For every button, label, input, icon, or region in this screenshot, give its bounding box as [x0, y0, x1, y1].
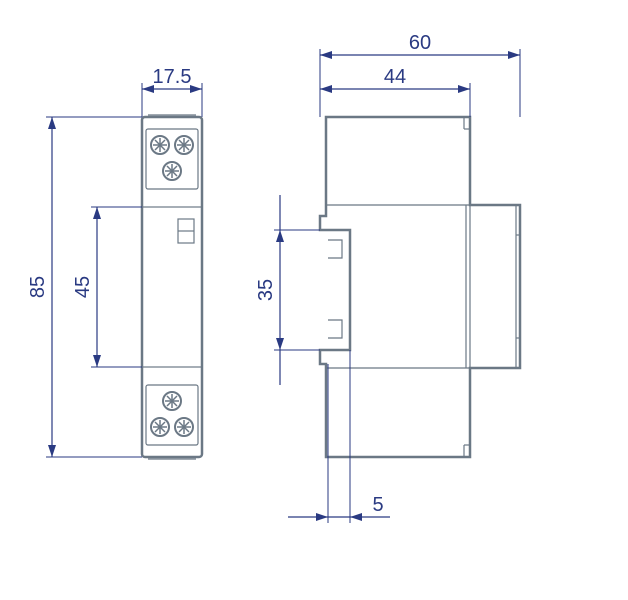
dim-label: 60	[409, 32, 431, 54]
dim-label: 44	[384, 66, 406, 88]
front-view	[142, 115, 202, 459]
technical-drawing: 17.5 85 45 6044 35 5	[0, 0, 628, 600]
dim-label: 85	[27, 276, 49, 298]
dim-label: 35	[255, 279, 277, 301]
dim-label: 5	[372, 494, 383, 516]
dim-label: 17.5	[153, 66, 192, 88]
dim-label: 45	[72, 276, 94, 298]
dimensions: 17.5 85 45 6044 35 5	[27, 32, 520, 523]
